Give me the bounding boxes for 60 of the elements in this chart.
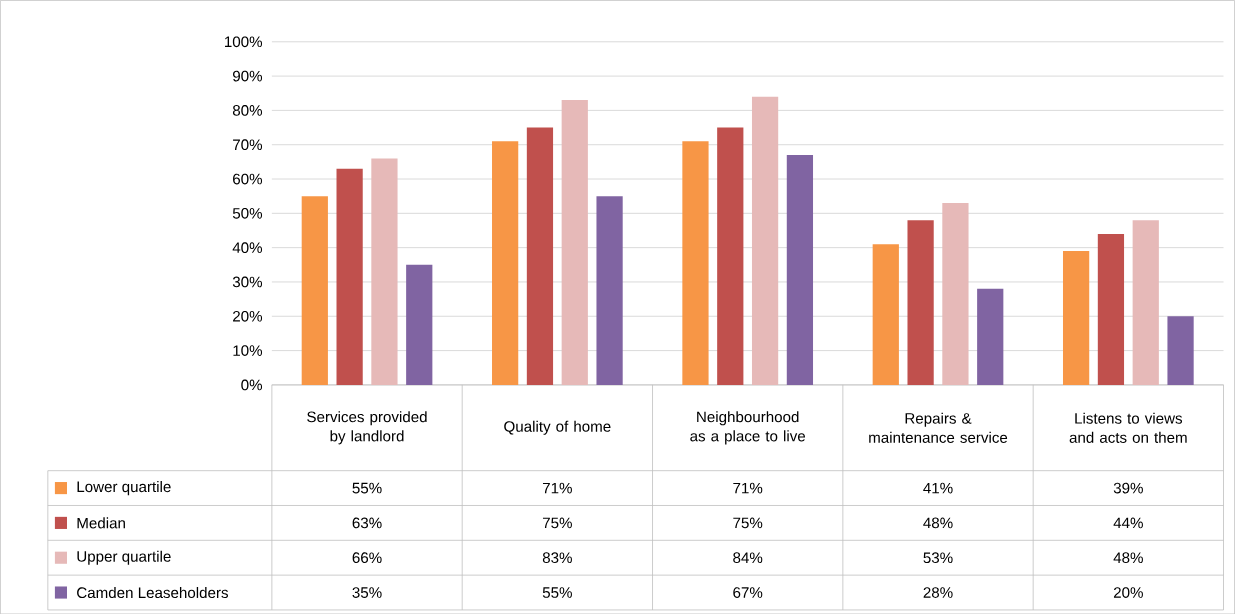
x-tick-label: Services provided by landlord [307,410,427,445]
bar [751,96,779,385]
data-label: 75% [542,517,572,529]
y-tick-label: 50% [232,207,263,219]
bar [682,141,709,385]
legend-label: Median [77,517,125,529]
y-tick-label: 90% [233,70,263,82]
data-label: 67% [733,586,763,598]
legend-label: Upper quartile [77,550,171,565]
bar [786,154,814,385]
data-label: 55% [352,482,382,494]
y-tick-label: 20% [233,310,263,322]
bar [1167,316,1194,385]
y-tick-label: 10% [233,345,263,356]
data-label: 28% [923,586,953,598]
bar [977,288,1004,385]
data-label: 44% [1113,517,1143,529]
legend-label: Lower quartile [77,480,171,495]
y-tick-label: 80% [232,104,263,116]
y-tick-label: 30% [232,276,263,288]
data-label: 66% [352,552,382,563]
data-label: 53% [923,552,953,563]
data-label: 48% [1113,552,1143,563]
data-label: 39% [1113,482,1143,494]
bar [717,127,744,385]
bar [492,141,519,385]
bar [371,158,398,385]
data-label: 63% [352,517,382,529]
bar [942,202,969,385]
data-label: 71% [542,482,572,494]
bar [1132,220,1159,385]
bar [336,168,363,385]
bar [872,244,899,385]
bar [1097,233,1125,385]
bar [406,264,433,385]
x-tick-label: Quality of home [504,420,611,435]
bar [301,196,328,385]
x-tick-label: Neighbourhood as a place to live [690,410,806,445]
bar [1063,250,1090,385]
bar [596,196,623,385]
data-label: 20% [1113,586,1143,598]
x-tick-label: Repairs & maintenance service [869,412,1008,443]
data-label: 41% [923,482,953,494]
bar [907,220,934,385]
data-label: 35% [352,586,382,598]
y-tick-label: 40% [232,242,263,253]
data-label: 55% [542,587,572,598]
data-label: 75% [733,517,763,529]
legend-label: Camden Leaseholders [77,586,228,598]
x-tick-label: Listens to views and acts on them [1069,412,1187,443]
bar [526,127,554,385]
data-label: 84% [733,552,763,563]
y-tick-label: 0% [241,379,263,391]
bar [561,99,588,385]
data-label: 48% [923,517,953,529]
y-tick-label: 60% [233,173,263,185]
data-label: 71% [733,482,763,494]
y-tick-label: 70% [233,139,263,150]
y-tick-label: 100% [225,36,263,47]
data-label: 83% [542,552,572,563]
